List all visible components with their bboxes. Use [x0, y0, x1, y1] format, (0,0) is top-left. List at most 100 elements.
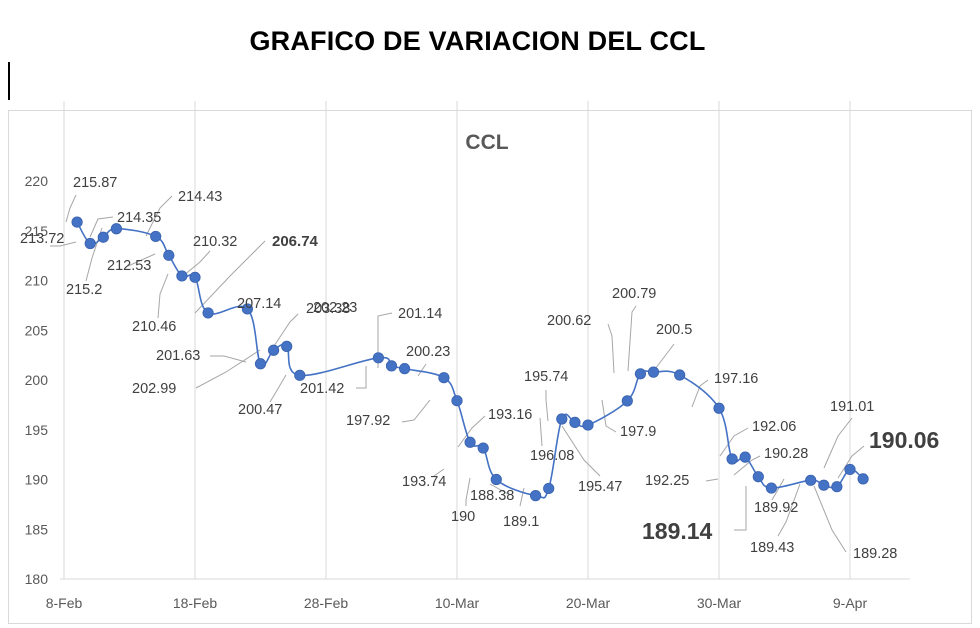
data-label: 193.74 [402, 474, 446, 490]
leader-lines [50, 194, 865, 553]
data-point [674, 369, 686, 381]
data-label: 196.08 [530, 448, 574, 464]
data-point [267, 344, 280, 356]
leader-line [837, 445, 865, 479]
data-point [752, 471, 764, 483]
data-point [582, 419, 594, 431]
leader-line [182, 250, 211, 277]
data-label: 212.53 [107, 258, 151, 274]
page-title: GRAFICO DE VARIACION DEL CCL [249, 26, 706, 56]
x-tick-label: 30-Mar [697, 595, 742, 611]
data-label-layer: 215.87 213.72 214.35 215.2 214.43 212.53 210.4… [20, 175, 939, 562]
leader-line [705, 478, 719, 482]
leader-line [433, 468, 445, 477]
leader-line [127, 253, 156, 267]
data-point [372, 352, 384, 364]
data-point [647, 366, 660, 378]
data-label: 193.16 [488, 407, 532, 423]
data-label: 202.23 [313, 300, 357, 316]
leader-line [691, 379, 709, 408]
leader-line [210, 355, 247, 363]
data-label: 197.16 [714, 371, 758, 387]
data-label: 197.92 [346, 413, 390, 429]
leader-line [273, 313, 299, 347]
data-point [438, 372, 450, 384]
leader-line [519, 487, 525, 507]
data-label: 215.2 [66, 282, 102, 298]
data-label: 197.9 [620, 424, 656, 440]
data-point [556, 413, 568, 425]
leader-line [733, 455, 761, 476]
x-tick-label: 9-Apr [833, 595, 868, 611]
data-label: 206.74 [272, 233, 319, 250]
leader-line [465, 477, 471, 506]
data-point [543, 482, 555, 495]
data-point [84, 237, 96, 250]
data-point [163, 249, 175, 261]
data-point [385, 360, 398, 372]
y-tick-label: 210 [25, 273, 49, 289]
leader-line [561, 425, 601, 477]
data-point [818, 479, 830, 491]
data-label: 215.87 [73, 175, 117, 191]
data-label: 201.14 [398, 306, 442, 322]
leader-line [734, 486, 747, 531]
data-label: 200.5 [656, 322, 692, 338]
data-label: 190.06 [869, 427, 939, 453]
y-tick-label: 215 [25, 223, 49, 239]
data-label: 189.92 [754, 500, 798, 516]
leader-line [489, 483, 509, 495]
x-tick-label: 8-Feb [46, 595, 83, 611]
data-point [241, 303, 253, 315]
data-label: 200.79 [612, 286, 656, 302]
leader-line [457, 415, 486, 448]
leader-line [627, 305, 637, 372]
data-point [831, 481, 843, 493]
leader-line [356, 366, 367, 389]
leader-line [777, 483, 801, 537]
data-point [110, 223, 123, 235]
data-point [176, 270, 188, 282]
data-label: 210.46 [132, 319, 176, 335]
leader-line [771, 478, 785, 501]
marker-layer [71, 216, 869, 502]
data-point [529, 490, 542, 502]
data-point [844, 463, 856, 476]
leader-line [539, 417, 543, 447]
y-tick-label: 180 [25, 571, 49, 587]
data-label: 195.74 [524, 369, 568, 385]
data-label: 203.38 [306, 301, 350, 317]
data-point [739, 451, 751, 463]
data-point [713, 402, 725, 414]
data-label: 213.72 [20, 231, 64, 247]
data-point [294, 369, 306, 381]
data-label: 189.14 [642, 518, 713, 544]
data-point [150, 230, 162, 243]
leader-line [417, 363, 427, 377]
data-label: 192.25 [645, 473, 689, 489]
data-label: 214.35 [117, 210, 161, 226]
data-point [477, 442, 489, 454]
data-label: 200.23 [406, 344, 450, 360]
x-tick-label: 18-Feb [173, 595, 218, 611]
data-point [857, 473, 869, 485]
leader-line [269, 374, 287, 403]
leader-line [157, 273, 169, 319]
data-point [97, 231, 109, 243]
y-tick-label: 190 [25, 472, 49, 488]
chart-title: CCL [465, 131, 508, 154]
data-label: 192.06 [752, 419, 796, 435]
leader-line [401, 399, 431, 423]
data-label: 189.43 [750, 540, 794, 556]
data-point [490, 473, 502, 486]
data-label: 201.42 [300, 381, 344, 397]
data-label: 195.47 [578, 479, 622, 495]
x-tick-label: 28-Feb [304, 595, 349, 611]
data-point [254, 358, 267, 370]
x-tick-label: 10-Mar [435, 595, 480, 611]
x-tick-label: 20-Mar [566, 595, 611, 611]
leader-line [823, 417, 853, 469]
data-label: 201.63 [156, 348, 200, 364]
data-label: 214.43 [178, 189, 222, 205]
